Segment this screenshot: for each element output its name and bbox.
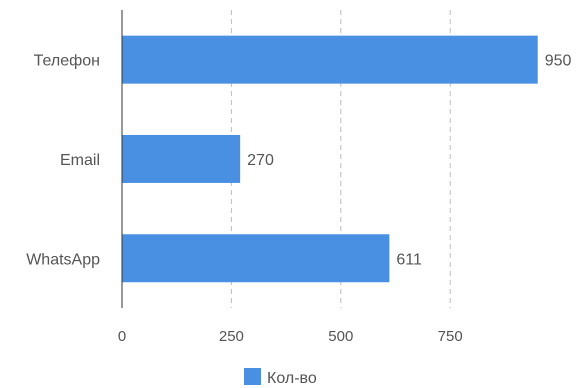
value-label: 611 [396,251,422,268]
value-label: 270 [247,152,274,169]
x-tick-label: 250 [219,328,244,345]
x-tick-label: 750 [438,328,463,345]
value-label: 950 [545,53,572,70]
bars-group [122,35,538,283]
x-tick-labels: 0 250 500 750 [118,328,463,345]
category-label: Телефон [34,53,100,70]
category-label: Email [60,152,100,169]
bar-1[interactable] [122,134,241,183]
legend-swatch [244,368,261,385]
category-label: WhatsApp [26,251,100,268]
category-labels: Телефон Email WhatsApp [26,53,100,269]
x-tick-label: 0 [118,328,126,345]
value-labels: 950 270 611 [247,53,571,269]
bar-0[interactable] [122,35,538,84]
legend[interactable]: Кол-во [244,368,317,387]
bar-2[interactable] [122,234,390,283]
legend-label: Кол-во [267,370,317,387]
x-tick-label: 500 [328,328,353,345]
